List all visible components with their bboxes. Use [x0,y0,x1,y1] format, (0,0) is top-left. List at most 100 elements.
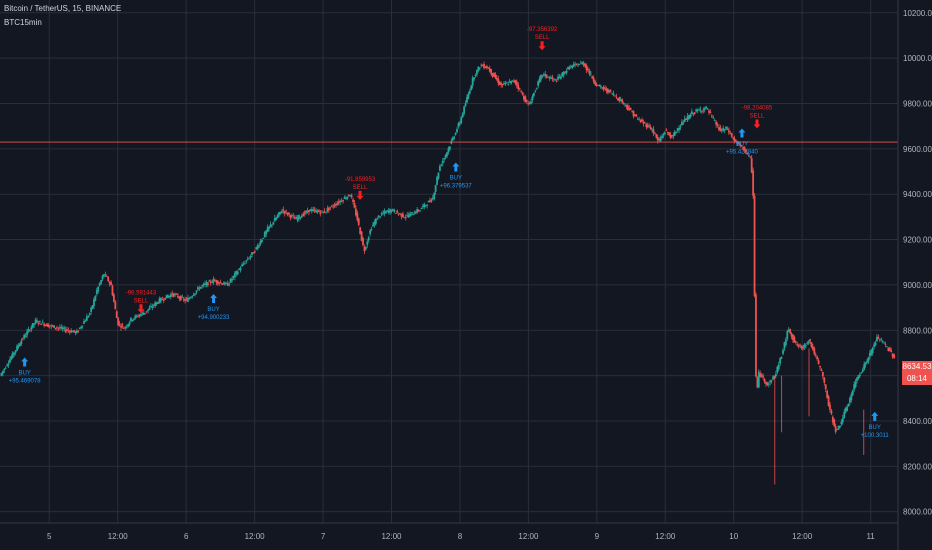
candle-body [114,301,117,310]
candle-body [809,339,811,342]
candle-body [814,354,817,356]
candle-body [403,217,406,218]
candle-body [43,323,46,326]
candle-body [824,384,827,389]
candle-body [466,97,468,103]
candle-body [357,218,360,225]
candle-body [238,268,241,270]
candle-body [51,325,54,327]
candle-body [681,121,683,126]
candle-body [685,119,688,120]
candle-body [194,293,196,295]
candle-body [762,375,764,378]
candle-body [436,176,438,185]
candle-body [544,73,547,76]
candle-body [3,368,6,371]
candle-body [306,210,309,212]
candle-body [290,215,293,217]
candle-body [64,329,67,332]
candle-body [531,96,534,101]
candle-body [115,311,118,318]
candle-body [140,314,142,317]
candle-body [510,80,512,84]
candle-body [427,200,430,203]
candle-body [784,339,787,346]
candle-body [370,229,373,231]
candle-body [68,331,71,333]
candle-body [151,306,154,308]
buy-arrow-icon [871,411,879,421]
candle-body [487,67,490,69]
candle-body [243,263,246,265]
candle-body [71,331,74,333]
candle-body [251,252,253,255]
candle-body [20,340,23,345]
candle-body [164,297,167,300]
sell-signal: SELL -91.859953 [345,177,376,200]
candle-body [786,331,789,339]
x-tick-label: 12:00 [245,532,266,541]
candle-body [616,98,619,101]
candle-body [463,106,466,114]
candle-body [120,325,122,328]
candle-body [94,296,97,301]
candle-body [843,411,846,418]
bar-countdown: 08:14 [906,373,928,383]
candle-body [772,376,774,380]
candle-body [191,296,194,298]
candle-body [527,103,530,105]
sell-arrow-icon [356,190,364,200]
candle-body [728,130,730,133]
buy-arrow-icon [452,162,460,172]
candle-body [651,128,653,130]
time-axis[interactable]: 5 12:00 6 12:00 7 12:00 8 12:00 9 12:00 10 12:00 11 [0,522,898,541]
candle-body [91,305,94,309]
y-tick-label: 8400.00 [903,417,932,426]
candle-body [295,217,298,219]
candle-body [248,258,251,260]
sell-value: -91.859953 [345,177,376,183]
candle-body [154,302,157,307]
candle-body [406,214,409,216]
candle-body [501,84,504,86]
candle-body [888,347,891,352]
symbol-title[interactable]: Bitcoin / TetherUS, 15, BINANCE [4,4,122,13]
candle-body [880,338,883,340]
candle-body [298,215,300,219]
candle-body [387,210,390,213]
candle-body [202,283,205,286]
buy-value: +100.3011 [861,433,890,439]
candle-body [488,68,491,72]
candle-body [421,206,424,207]
candle-body [252,252,255,254]
candle-body [262,237,265,239]
x-tick-label: 11 [866,532,875,541]
candle-body [800,346,803,349]
candle-body [317,210,320,212]
candle-body [595,83,598,87]
y-tick-label: 10200.00 [903,9,932,18]
candle-body [883,342,885,344]
candle-body [558,76,561,79]
candle-body [547,77,550,79]
candle-body [349,195,352,197]
candle-body [44,325,47,326]
candle-body [755,294,757,377]
candle-body [205,282,208,285]
candle-body [886,346,888,348]
candle-body [453,136,456,139]
candle-body [34,319,37,324]
candle-body [285,210,288,212]
candle-body [891,353,894,357]
candle-body [799,344,801,346]
study-label[interactable]: BTC15min [4,18,42,27]
candle-body [646,124,649,128]
candle-body [742,147,745,149]
candle-body [272,222,275,225]
candle-body [333,205,336,207]
candle-body [612,93,615,96]
candle-body [61,328,64,330]
candle-body [219,282,222,283]
